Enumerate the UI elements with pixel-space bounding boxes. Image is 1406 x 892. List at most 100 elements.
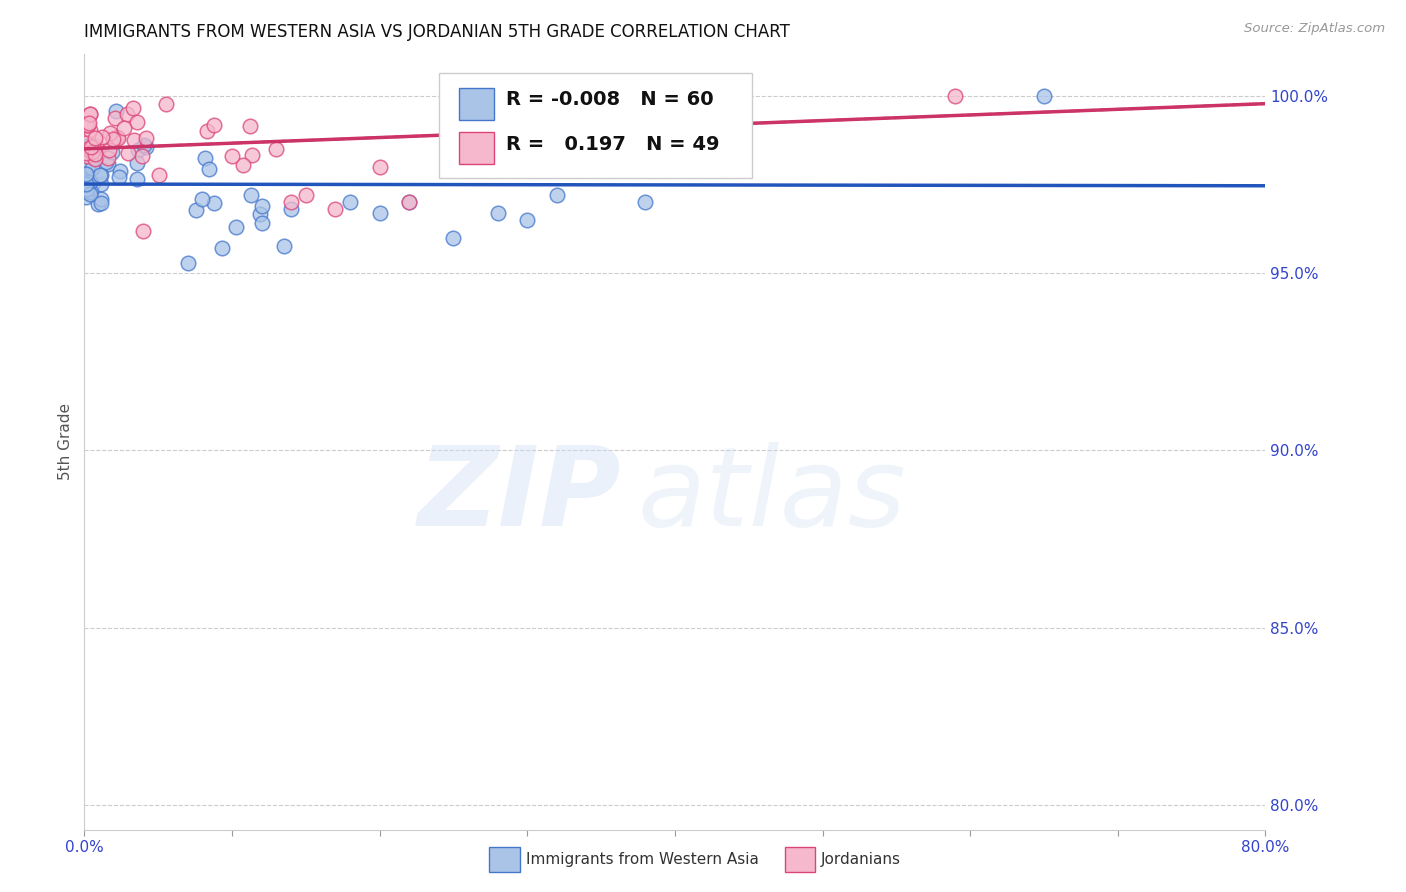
Point [125,156,148,170]
Point [177,255,200,269]
Text: atlas: atlas [637,442,905,549]
Point [148,168,170,182]
Point [249,207,271,221]
Point [97,151,120,165]
Point [77,118,100,132]
Point [325,202,347,217]
Point [77,145,100,159]
Point [90,177,112,191]
Point [443,231,465,245]
Point [83,147,105,161]
Point [132,138,155,153]
Point [104,111,127,125]
Point [117,145,139,160]
Point [77,138,100,153]
Point [266,142,288,156]
Point [135,140,157,154]
Point [75,190,97,204]
Point [76,149,98,163]
Point [155,97,177,112]
Text: Jordanians: Jordanians [821,853,901,867]
Text: ZIP: ZIP [418,442,621,549]
Point [79,123,101,137]
Point [135,131,157,145]
Point [107,131,129,145]
Point [91,130,114,145]
Point [75,167,97,181]
Point [239,119,262,133]
Point [131,149,153,163]
Text: R =   0.197   N = 49: R = 0.197 N = 49 [506,136,720,154]
Point [84,152,107,166]
Point [75,136,97,150]
Text: R = -0.008   N = 60: R = -0.008 N = 60 [506,89,714,109]
Point [89,168,111,182]
Point [77,145,100,159]
Point [82,176,104,190]
Point [132,224,155,238]
Point [398,195,420,210]
Point [202,118,225,132]
Point [77,159,100,173]
Point [96,155,118,169]
Point [211,241,233,255]
Point [945,89,967,103]
Point [184,203,207,218]
Point [108,163,131,178]
Point [516,213,538,227]
Point [273,238,295,252]
Point [80,140,103,154]
Point [105,104,128,119]
Point [77,116,100,130]
Point [368,206,391,220]
Point [221,149,243,163]
Point [98,126,121,140]
Point [250,216,273,230]
Y-axis label: 5th Grade: 5th Grade [58,403,73,480]
Point [79,107,101,121]
Point [112,121,135,136]
Point [76,185,98,199]
Point [100,145,122,159]
FancyBboxPatch shape [458,131,494,164]
Point [90,195,112,210]
Point [82,145,104,160]
Point [75,177,97,191]
Point [191,192,214,206]
Point [83,131,105,145]
Point [86,147,108,161]
Point [1033,89,1056,103]
Point [79,175,101,189]
Point [75,175,97,189]
Point [225,220,247,235]
Point [80,185,103,199]
Point [280,202,302,217]
Point [295,188,318,202]
Point [90,169,112,183]
Point [105,129,128,144]
Point [195,124,218,138]
Point [82,161,104,175]
Point [634,195,657,210]
Text: IMMIGRANTS FROM WESTERN ASIA VS JORDANIAN 5TH GRADE CORRELATION CHART: IMMIGRANTS FROM WESTERN ASIA VS JORDANIA… [84,23,790,41]
Point [240,148,263,162]
Point [115,106,138,120]
Point [280,195,302,210]
FancyBboxPatch shape [458,87,494,120]
Point [231,157,253,171]
Point [250,199,273,213]
Point [76,167,98,181]
Point [76,140,98,154]
Point [77,142,100,156]
Point [125,172,148,186]
Point [122,133,145,147]
Point [79,187,101,202]
Point [79,107,101,121]
Point [75,145,97,160]
Point [125,115,148,129]
Point [82,139,104,153]
Point [97,143,120,157]
FancyBboxPatch shape [439,73,752,178]
Point [202,195,225,210]
Point [76,182,98,196]
